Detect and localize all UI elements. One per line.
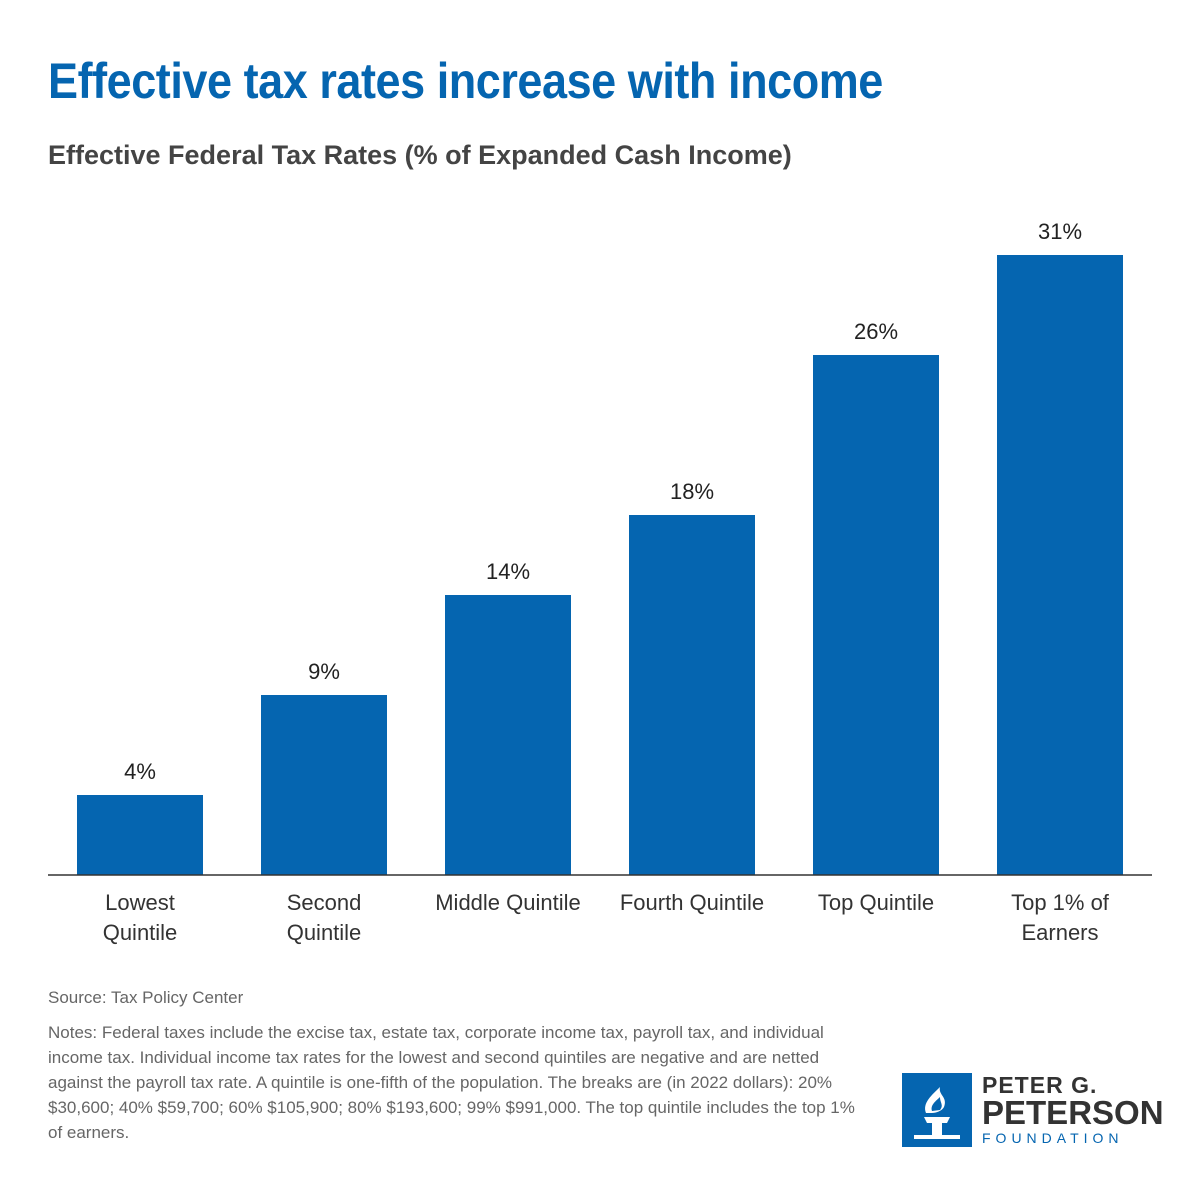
bar [77,795,203,875]
data-label: 9% [308,659,340,684]
category-label: Fourth Quintile [620,890,764,915]
bar [261,695,387,875]
category-label-line: Quintile [287,920,362,945]
category-label-line: Fourth Quintile [620,890,764,915]
category-label-line: Lowest [105,890,175,915]
data-label: 31% [1038,219,1082,244]
chart-title: Effective tax rates increase with income [48,53,883,109]
bar [445,595,571,875]
bar-chart: 4% Lowest Quintile 9% Second Quintile 14% Middl… [48,219,1152,945]
notes-text: Notes: Federal taxes include the excise … [48,1023,855,1142]
logo-wordmark: PETER G. PETERSON FOUNDATION [982,1072,1164,1147]
bar [997,255,1123,875]
bars-layer [77,255,1123,875]
data-label: 18% [670,479,714,504]
source-note: Source: Tax Policy Center [48,988,244,1007]
category-label: Top 1% of Earners [1011,890,1110,945]
foundation-logo[interactable]: PETER G. PETERSON FOUNDATION [902,1072,1164,1147]
category-label-line: Middle Quintile [435,890,581,915]
torch-icon [902,1073,972,1147]
data-label: 14% [486,559,530,584]
data-label: 4% [124,759,156,784]
category-label: Middle Quintile [435,890,581,915]
data-label: 26% [854,319,898,344]
category-label-line: Second [287,890,362,915]
labels-layer: 4% Lowest Quintile 9% Second Quintile 14% Middl… [103,219,1110,945]
category-label-line: Quintile [103,920,178,945]
logo-line2: PETERSON [982,1094,1164,1131]
category-label-line: Earners [1021,920,1098,945]
bar [629,515,755,875]
category-label-line: Top 1% of [1011,890,1110,915]
category-label-line: Top Quintile [818,890,934,915]
logo-line3: FOUNDATION [982,1130,1124,1146]
category-label: Second Quintile [287,890,362,945]
chart-subtitle: Effective Federal Tax Rates (% of Expand… [48,140,792,170]
category-label: Top Quintile [818,890,934,915]
logo-line1: PETER G. [982,1072,1098,1098]
bar [813,355,939,875]
category-label: Lowest Quintile [103,890,178,945]
